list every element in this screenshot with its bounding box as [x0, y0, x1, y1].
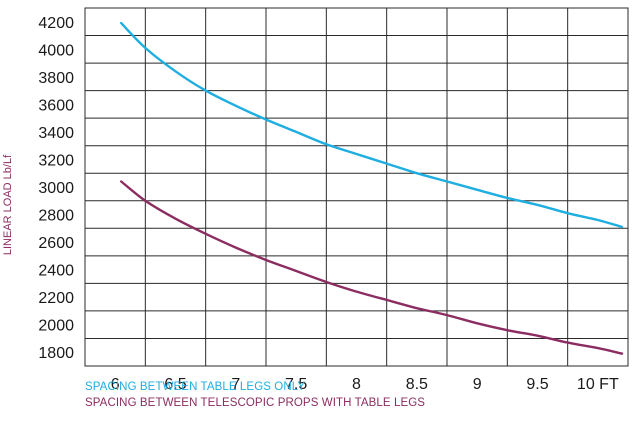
x-tick-label: 6.5: [164, 376, 186, 393]
y-tick-label: 3800: [38, 70, 74, 87]
y-tick-label: 2200: [38, 290, 74, 307]
y-axis-ticks: 1800 2000 2200 2400 2600 2800 3000 3200 3400 3600…: [38, 15, 74, 362]
y-tick-label: 3600: [38, 97, 74, 114]
x-tick-label: 7.5: [285, 376, 307, 393]
y-tick-label: 4000: [38, 42, 74, 59]
y-tick-label: 1800: [38, 345, 74, 362]
plot-frame: [84, 7, 629, 367]
series-layer: [120, 21, 624, 355]
series-line-table-legs: [120, 21, 624, 229]
y-tick-label: 3400: [38, 125, 74, 142]
y-tick-label: 4200: [38, 15, 74, 32]
x-tick-label: 9.5: [526, 376, 548, 393]
series-line-telescopic-props: [120, 180, 624, 355]
y-tick-label: 2800: [38, 208, 74, 225]
y-tick-label: 3200: [38, 152, 74, 169]
x-tick-label: 8: [352, 376, 361, 393]
legend-entry-table-legs: SPACING BETWEEN TABLE LEGS ONLY: [85, 381, 306, 393]
y-tick-label: 2400: [38, 263, 74, 280]
grid-lines: [84, 7, 629, 367]
y-tick-label: 2600: [38, 235, 74, 252]
x-tick-label: 9: [473, 376, 482, 393]
y-tick-label: 2000: [38, 318, 74, 335]
x-tick-label: 6: [111, 376, 120, 393]
x-tick-label: 7: [231, 376, 240, 393]
y-tick-label: 3000: [38, 180, 74, 197]
x-axis-ticks: 6 6.5 7 7.5 8 8.5 9 9.5 10 FT: [111, 376, 619, 393]
legend-entry-telescopic-props: SPACING BETWEEN TELESCOPIC PROPS WITH TA…: [85, 397, 426, 409]
x-tick-label: 8.5: [406, 376, 428, 393]
y-axis-label: LINEAR LOAD Lb/Lf: [2, 154, 14, 255]
x-tick-label: 10 FT: [577, 376, 619, 393]
